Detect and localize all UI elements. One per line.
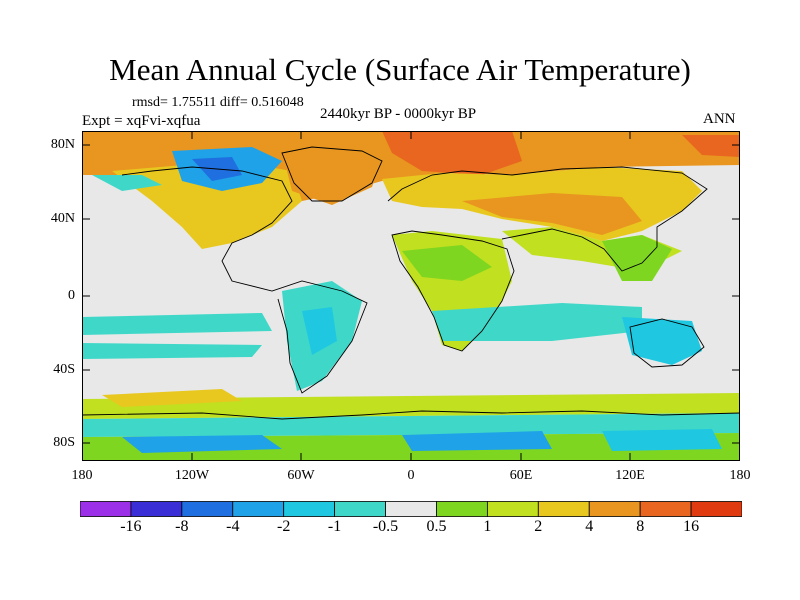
colorbar-box	[639, 501, 692, 517]
southern-ocean-warm-patch	[102, 389, 242, 407]
southern-ocean-warm-band	[82, 393, 740, 419]
season-label: ANN	[703, 111, 736, 127]
coastlines	[82, 146, 740, 420]
lon-label-0: 0	[407, 468, 415, 483]
colorbar-box	[690, 501, 742, 517]
antarctic-coast-cool	[82, 413, 740, 437]
lat-label-40s: 40S	[53, 362, 75, 377]
south-pacific-cool	[82, 343, 262, 359]
temperature-anomaly-map	[82, 131, 740, 461]
antarctica-cooling-3	[602, 429, 722, 451]
greenland-warming	[282, 145, 382, 205]
colorbar-box	[232, 501, 285, 517]
southeast-asia	[602, 235, 672, 281]
sahel-warming	[402, 245, 492, 281]
colorbar	[80, 501, 742, 517]
colorbar-label: -16	[120, 518, 142, 535]
lat-label-0: 0	[68, 288, 75, 303]
colorbar-box	[385, 501, 437, 517]
lon-label-120e: 120E	[615, 468, 645, 483]
lon-label-60e: 60E	[509, 468, 533, 483]
atlantic-cool-patch	[92, 175, 162, 191]
pacific-cool-band	[82, 313, 272, 335]
colorbar-label: 8	[636, 518, 645, 535]
colorbar-label: 2	[534, 518, 543, 535]
arctic-hot-core	[382, 131, 522, 175]
colorbar-box	[334, 501, 386, 517]
central-asia-warming	[462, 193, 642, 235]
colorbar-label: -8	[175, 518, 189, 535]
colorbar-box	[181, 501, 234, 517]
experiment-label: Expt = xqFvi-xqfua	[82, 113, 201, 129]
colorbar-box	[436, 501, 488, 517]
antarctica-cooling-1	[122, 435, 282, 453]
chart-title: Mean Annual Cycle (Surface Air Temperatu…	[109, 52, 691, 87]
colorbar-label: -0.5	[372, 518, 399, 535]
colorbar-box	[486, 501, 539, 517]
colorbar-box	[537, 501, 590, 517]
colorbar-label: 16	[683, 518, 700, 535]
lon-label-120w: 120W	[174, 468, 210, 483]
lat-label-80s: 80S	[53, 435, 75, 450]
australia-cooling	[622, 317, 702, 365]
amazon-cooling	[302, 307, 337, 355]
colorbar-box	[283, 501, 336, 517]
axis-ticks	[82, 131, 740, 461]
antarctica-cooling-2	[402, 431, 552, 451]
lat-label-40n: 40N	[50, 211, 75, 226]
colorbar-box	[130, 501, 183, 517]
colorbar-label: -2	[277, 518, 291, 535]
colorbar-label: 0.5	[426, 518, 447, 535]
pacific-arctic-hot	[682, 135, 740, 157]
indian-ocean-cool	[432, 303, 642, 341]
lon-label-180-left: 180	[71, 468, 93, 483]
colorbar-box	[80, 501, 132, 517]
period-label: 2440kyr BP - 0000kyr BP	[320, 106, 477, 122]
colorbar-label: -4	[226, 518, 240, 535]
lat-label-80n: 80N	[50, 137, 75, 152]
colorbar-box	[588, 501, 641, 517]
colorbar-label: -1	[327, 518, 342, 535]
lon-label-60w: 60W	[287, 468, 315, 483]
colorbar-label: 4	[585, 518, 594, 535]
lon-label-180-right: 180	[729, 468, 751, 483]
colorbar-label: 1	[483, 518, 492, 535]
stats-text: rmsd= 1.75511 diff= 0.516048	[132, 95, 304, 110]
